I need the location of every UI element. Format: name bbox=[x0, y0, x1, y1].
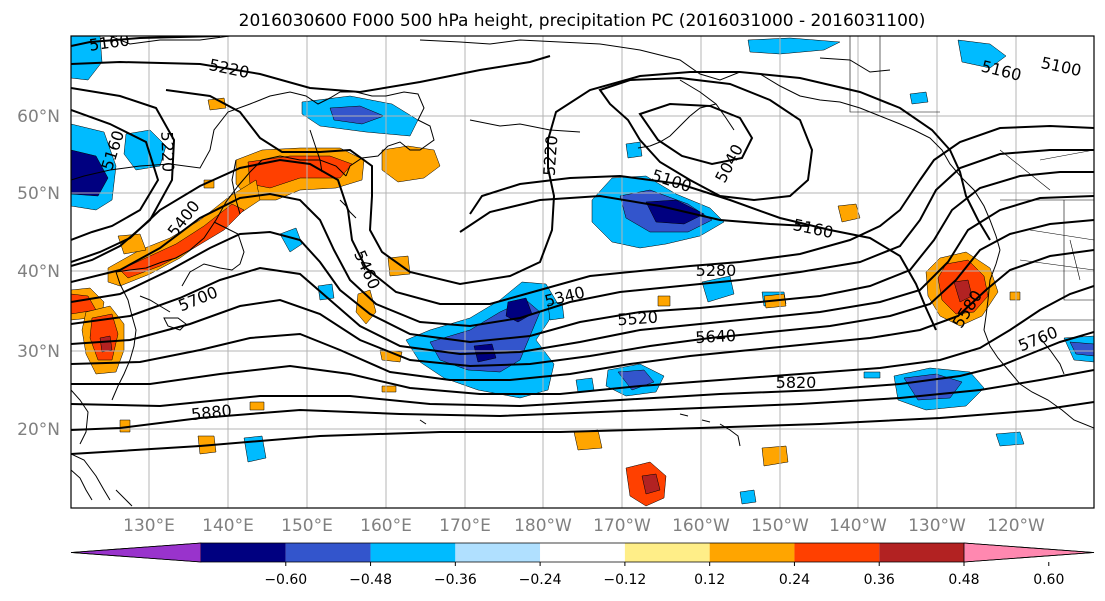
colorbar-bin bbox=[794, 543, 880, 562]
colorbar-bin bbox=[201, 543, 286, 562]
colorbar-tick-label: 0.36 bbox=[864, 572, 895, 588]
colorbar-bin bbox=[624, 543, 710, 562]
contour-label: 5220 bbox=[157, 131, 177, 172]
lon-label: 120°W bbox=[987, 516, 1045, 536]
contour-label: 5220 bbox=[540, 135, 562, 177]
colorbar-tick-label: −0.48 bbox=[349, 572, 392, 588]
lat-label-40n: 40°N bbox=[17, 262, 60, 282]
colorbar-tick-label: 0.24 bbox=[779, 572, 810, 588]
colorbar-bin bbox=[879, 543, 964, 562]
colorbar: −0.60 −0.48 −0.36 −0.24 −0.12 0.12 0.24 0.36 0.4… bbox=[70, 542, 1095, 588]
lon-label: 130°W bbox=[908, 516, 966, 536]
contour-label: 5640 bbox=[695, 326, 737, 347]
colorbar-extend-low bbox=[70, 542, 202, 563]
colorbar-tick-label: −0.12 bbox=[603, 572, 646, 588]
contour-label: 5880 bbox=[190, 401, 232, 424]
lon-label: 150°E bbox=[281, 516, 333, 536]
lon-label: 160°E bbox=[360, 516, 412, 536]
map-title: 2016030600 F000 500 hPa height, precipit… bbox=[239, 11, 926, 31]
colorbar-tick-label: 0.12 bbox=[694, 572, 725, 588]
lon-label: 140°E bbox=[202, 516, 254, 536]
colorbar-bin bbox=[370, 543, 456, 562]
contour-label: 5160 bbox=[88, 30, 131, 54]
colorbar-bin bbox=[709, 543, 795, 562]
longitude-labels: 130°E 140°E 150°E 160°E 170°E 180°W 170°W 160°W… bbox=[123, 516, 1045, 536]
contour-label: 5280 bbox=[696, 261, 737, 280]
lat-label-60n: 60°N bbox=[17, 107, 60, 127]
lon-label: 170°W bbox=[593, 516, 651, 536]
height-contours bbox=[71, 36, 1094, 455]
latitude-labels: 60°N 50°N 40°N 30°N 20°N bbox=[17, 107, 60, 440]
colorbar-outline bbox=[70, 542, 1095, 563]
colorbar-tick-label: −0.60 bbox=[264, 572, 307, 588]
lon-label: 180°W bbox=[514, 516, 572, 536]
colorbar-tick-label: −0.24 bbox=[519, 572, 562, 588]
lat-label-30n: 30°N bbox=[17, 342, 60, 362]
colorbar-ticks: −0.60 −0.48 −0.36 −0.24 −0.12 0.12 0.24 0.36 0.4… bbox=[264, 562, 1064, 588]
lat-label-50n: 50°N bbox=[17, 184, 60, 204]
lon-label: 140°W bbox=[829, 516, 887, 536]
map-gridlines bbox=[71, 36, 1094, 508]
lon-label: 150°W bbox=[751, 516, 809, 536]
colorbar-tick-label: −0.36 bbox=[434, 572, 477, 588]
lat-label-20n: 20°N bbox=[17, 420, 60, 440]
map-panel: 5160 5220 5160 5220 5400 5220 5040 5100 … bbox=[70, 30, 1095, 509]
lon-label: 130°E bbox=[123, 516, 175, 536]
contour-label: 5520 bbox=[617, 308, 659, 330]
lon-label: 160°W bbox=[672, 516, 730, 536]
colorbar-extend-high bbox=[963, 542, 1095, 563]
lon-label: 170°E bbox=[439, 516, 491, 536]
colorbar-tick-label: 0.48 bbox=[948, 572, 979, 588]
colorbar-tick-label: 0.60 bbox=[1033, 572, 1064, 588]
colorbar-bin bbox=[285, 543, 371, 562]
colorbar-bins bbox=[70, 542, 1095, 563]
colorbar-bin bbox=[455, 543, 541, 562]
map-frame bbox=[70, 35, 1095, 509]
colorbar-bin bbox=[540, 543, 625, 562]
contour-label: 5820 bbox=[776, 373, 817, 392]
